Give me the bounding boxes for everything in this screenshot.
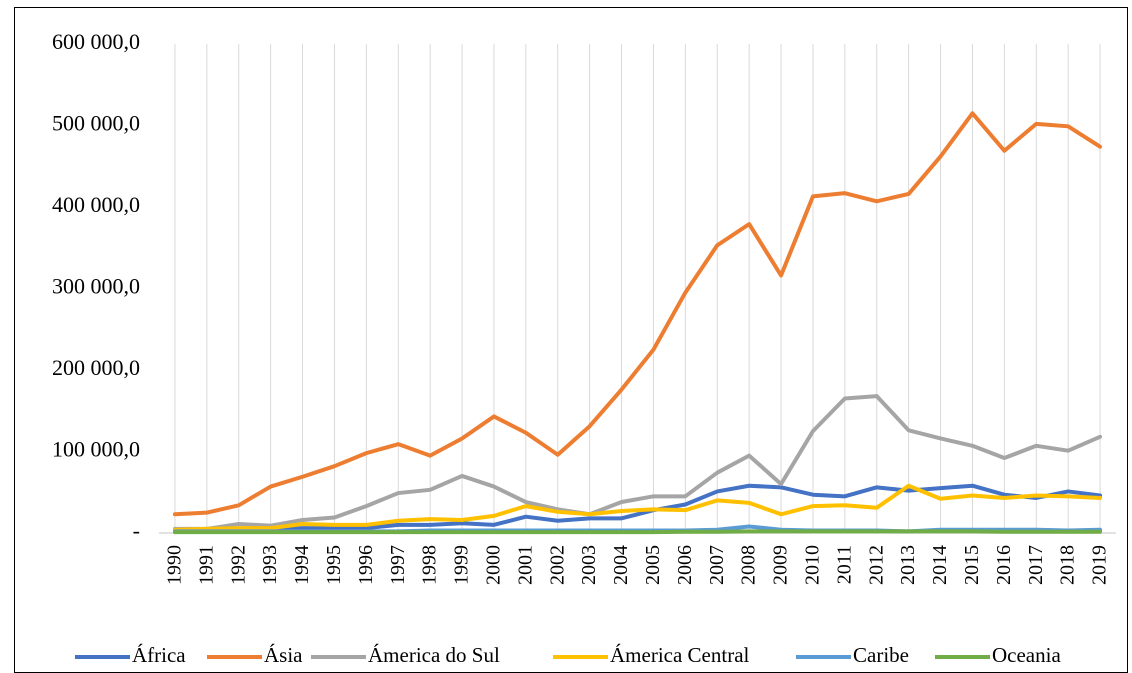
series-line <box>172 483 1103 532</box>
x-tick-label: 2009 <box>770 545 792 585</box>
x-tick-label: 2017 <box>1025 545 1047 585</box>
legend-label: Caribe <box>853 643 909 667</box>
x-tick-label: 2001 <box>514 545 536 585</box>
x-tick-label: 1995 <box>323 545 345 585</box>
x-tick-label: 1994 <box>291 545 313 585</box>
legend-label: Oceania <box>992 643 1061 667</box>
x-tick-label: 2008 <box>738 545 760 585</box>
x-tick-label: 2000 <box>483 545 505 585</box>
series-line <box>172 111 1103 517</box>
legend-label: Ámerica Central <box>610 643 750 667</box>
x-tick-label: 2004 <box>610 545 632 585</box>
legend-label: Ásia <box>264 643 303 667</box>
y-tick-label: 500 000,0 <box>52 111 140 136</box>
x-tick-label: 1999 <box>451 545 473 585</box>
x-tick-label: 2016 <box>993 545 1015 585</box>
x-tick-label: 2015 <box>961 545 983 585</box>
x-tick-label: 2007 <box>706 545 728 585</box>
x-tick-label: 1992 <box>227 545 249 585</box>
y-tick-label: 600 000,0 <box>52 29 140 54</box>
y-tick-label: 400 000,0 <box>52 192 140 217</box>
x-tick-label: 1996 <box>355 545 377 585</box>
x-tick-label: 2013 <box>897 545 919 585</box>
x-tick-label: 2005 <box>642 545 664 585</box>
x-tick-label: 2019 <box>1089 545 1111 585</box>
series-line <box>172 483 1103 533</box>
x-tick-label: 1991 <box>195 545 217 585</box>
x-tick-label: 2014 <box>929 545 951 585</box>
x-tick-label: 1993 <box>259 545 281 585</box>
legend-label: África <box>132 643 186 667</box>
y-tick-label: 300 000,0 <box>52 274 140 299</box>
y-tick-label: 100 000,0 <box>52 437 140 462</box>
y-tick-label: - <box>133 518 140 543</box>
series-line <box>172 529 1103 535</box>
legend-label: Ámerica do Sul <box>368 643 500 667</box>
x-tick-label: 2011 <box>833 545 855 584</box>
x-tick-label: 1990 <box>164 545 186 585</box>
x-tick-label: 1998 <box>419 545 441 585</box>
x-tick-label: 1997 <box>387 545 409 585</box>
x-tick-label: 2010 <box>802 545 824 585</box>
x-tick-label: 2018 <box>1057 545 1079 585</box>
series-line <box>172 394 1103 531</box>
x-tick-label: 2002 <box>546 545 568 585</box>
y-tick-label: 200 000,0 <box>52 355 140 380</box>
x-tick-label: 2003 <box>578 545 600 585</box>
x-tick-label: 2012 <box>865 545 887 585</box>
x-tick-label: 2006 <box>674 545 696 585</box>
